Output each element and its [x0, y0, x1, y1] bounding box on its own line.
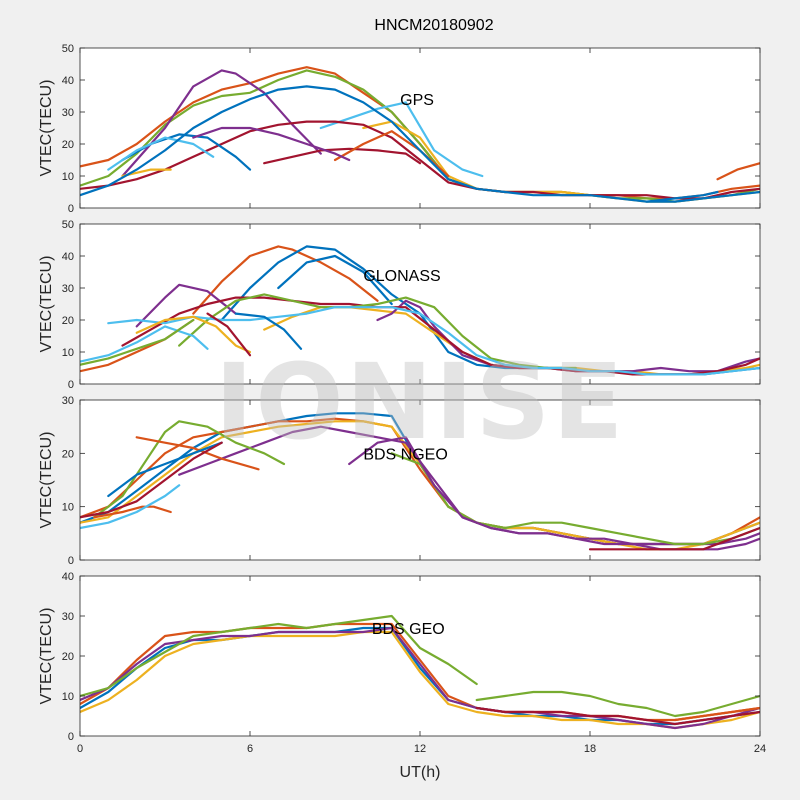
series-line-6	[80, 120, 760, 200]
series-line-8	[93, 505, 172, 519]
y-tick-label: 20	[62, 139, 74, 151]
series-line-11	[107, 136, 215, 171]
panel-4: 0 10 20 30 40 0 6 12 18 24 VTEC(TECU) BDS GEO	[38, 571, 766, 755]
x-axis-label: UT(h)	[400, 764, 441, 781]
y-tick-label: 40	[62, 75, 74, 87]
series-line-13	[588, 526, 760, 551]
y-tick-label: 10	[62, 691, 74, 703]
series-line-8	[263, 147, 422, 165]
series-line-13	[716, 162, 760, 181]
series-line-10	[107, 441, 223, 498]
series-group	[80, 245, 760, 376]
series-line-6	[390, 452, 760, 546]
panel-annotation: GPS	[400, 92, 434, 109]
series-group	[80, 412, 760, 551]
y-tick-label: 20	[62, 315, 74, 327]
series-line-12	[80, 325, 209, 363]
y-tick-label: 20	[62, 448, 74, 460]
series-line-4	[80, 626, 760, 730]
series-line-14	[206, 312, 252, 357]
series-line-8	[178, 293, 577, 370]
panel-annotation: BDS NGEO	[363, 446, 447, 463]
y-tick-label: 0	[68, 203, 74, 215]
y-tick-label: 30	[62, 107, 74, 119]
series-group	[80, 66, 760, 203]
y-tick-label: 10	[62, 502, 74, 514]
series-line-1	[192, 245, 379, 315]
series-line-11	[135, 315, 252, 354]
plot-area	[80, 400, 760, 560]
x-tick-label: 0	[77, 743, 83, 755]
series-line-7	[135, 436, 260, 471]
series-line-5	[80, 614, 478, 698]
y-tick-label: 10	[62, 171, 74, 183]
x-tick-label: 12	[414, 743, 426, 755]
x-tick-label: 18	[584, 743, 596, 755]
series-line-6	[475, 706, 760, 726]
series-line-8	[475, 690, 760, 718]
series-line-11	[80, 441, 223, 519]
watermark: IONISE	[215, 341, 626, 463]
panels-group: 0 10 20 30 40 50 VTEC(TECU) GPS 0 10 20 30 40 50 VTEC(…	[38, 43, 766, 755]
series-line-13	[234, 312, 303, 350]
y-tick-label: 50	[62, 219, 74, 231]
panel-1: 0 10 20 30 40 50 VTEC(TECU) GPS	[38, 43, 761, 215]
series-line-7	[673, 706, 760, 722]
x-tick-label: 24	[754, 743, 766, 755]
y-tick-label: 40	[62, 571, 74, 583]
series-line-14	[645, 190, 719, 203]
y-axis-label: VTEC(TECU)	[38, 608, 55, 705]
series-line-2	[80, 69, 760, 203]
y-tick-label: 0	[68, 379, 74, 391]
series-line-3	[277, 254, 393, 306]
y-tick-label: 40	[62, 251, 74, 263]
plot-area	[80, 576, 760, 736]
y-tick-label: 0	[68, 555, 74, 567]
series-group	[80, 614, 760, 730]
y-tick-label: 30	[62, 395, 74, 407]
series-line-15	[80, 318, 195, 366]
series-line-9	[80, 484, 181, 530]
y-axis-label: VTEC(TECU)	[38, 80, 55, 177]
series-line-10	[192, 126, 351, 162]
panel-3: 0 10 20 30 VTEC(TECU) BDS NGEO	[38, 395, 761, 567]
y-tick-label: 50	[62, 43, 74, 55]
y-tick-label: 0	[68, 731, 74, 743]
panel-2: 0 10 20 30 40 50 VTEC(TECU) GLONASS	[38, 219, 761, 391]
series-line-12	[121, 168, 172, 178]
series-line-15	[80, 85, 760, 203]
y-tick-label: 10	[62, 347, 74, 359]
series-line-5	[319, 101, 484, 178]
y-tick-label: 20	[62, 651, 74, 663]
series-line-5	[93, 420, 286, 519]
y-axis-label: VTEC(TECU)	[38, 432, 55, 529]
x-tick-label: 6	[247, 743, 253, 755]
y-tick-label: 30	[62, 611, 74, 623]
figure-title: HNCM20180902	[374, 17, 493, 34]
series-line-5	[135, 283, 237, 328]
panel-annotation: BDS GEO	[372, 621, 445, 638]
plot-area	[80, 224, 760, 384]
y-tick-label: 30	[62, 283, 74, 295]
panel-annotation: GLONASS	[363, 268, 440, 285]
y-axis-label: VTEC(TECU)	[38, 256, 55, 353]
series-line-3	[121, 69, 322, 178]
